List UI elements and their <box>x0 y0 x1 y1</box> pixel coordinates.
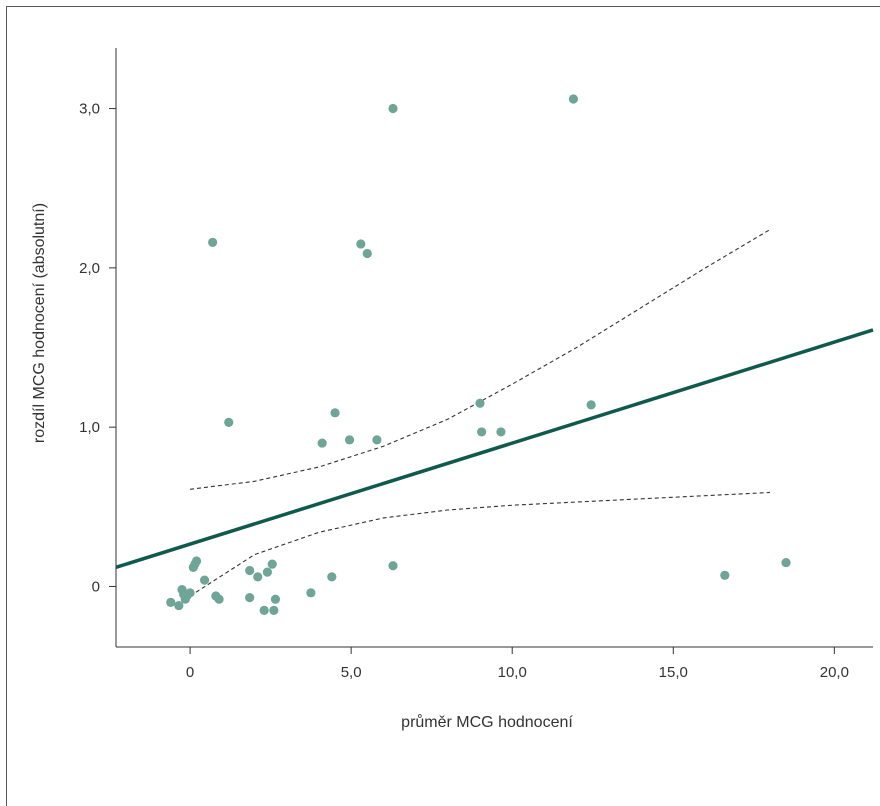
x-tick-label: 5,0 <box>341 664 362 681</box>
y-tick-label: 1,0 <box>79 419 100 436</box>
regression <box>115 328 874 570</box>
data-point <box>262 567 272 577</box>
data-point <box>781 557 791 568</box>
data-point <box>166 597 176 607</box>
axes <box>115 48 873 648</box>
data-point <box>388 561 398 571</box>
data-point <box>269 605 279 615</box>
data-point <box>344 435 355 445</box>
data-point <box>720 570 730 580</box>
confidence-bands <box>189 229 771 597</box>
x-tick-label: 0 <box>186 664 194 681</box>
data-point <box>306 588 316 598</box>
x-tick-label: 20,0 <box>820 664 849 681</box>
data-point <box>327 572 337 582</box>
regression-line <box>115 328 874 570</box>
data-point <box>208 237 218 247</box>
data-point <box>259 605 269 615</box>
x-axis-title: průměr MCG hodnocení <box>401 713 573 731</box>
y-tick-label: 3,0 <box>79 101 100 118</box>
data-point <box>253 572 263 582</box>
data-point <box>245 593 255 603</box>
figure-frame <box>6 6 880 806</box>
ticks: 0 5,0 10,0 15,0 20,0 0 1,0 2,0 3,0 <box>79 101 849 681</box>
data-point <box>267 559 277 569</box>
x-tick-label: 15,0 <box>659 664 688 681</box>
data-point <box>330 408 340 418</box>
data-point <box>224 417 234 427</box>
x-tick-label: 10,0 <box>498 664 527 681</box>
data-point <box>174 600 184 611</box>
y-tick-label: 2,0 <box>79 260 100 277</box>
data-point <box>356 239 366 249</box>
confidence-lower-line <box>189 491 770 597</box>
y-tick-label: 0 <box>92 578 100 595</box>
data-point <box>496 427 506 437</box>
data-point <box>586 400 596 410</box>
data-point <box>245 565 255 576</box>
data-point <box>185 588 195 598</box>
data-point <box>477 427 487 437</box>
data-point <box>568 94 579 104</box>
y-axis-title: rozdíl MCG hodnocení (absolutní) <box>31 203 48 443</box>
scatter-chart: 0 5,0 10,0 15,0 20,0 0 1,0 2,0 3,0 průměr MCG ho… <box>31 48 874 731</box>
data-point <box>388 103 398 114</box>
data-point <box>317 438 327 448</box>
data-points <box>166 94 791 615</box>
data-point <box>475 398 485 408</box>
confidence-upper-line <box>190 229 771 490</box>
data-point <box>191 556 202 566</box>
data-point <box>372 435 382 445</box>
data-point <box>362 248 372 259</box>
data-point <box>270 594 281 604</box>
data-point <box>199 575 210 585</box>
data-point <box>214 594 224 604</box>
